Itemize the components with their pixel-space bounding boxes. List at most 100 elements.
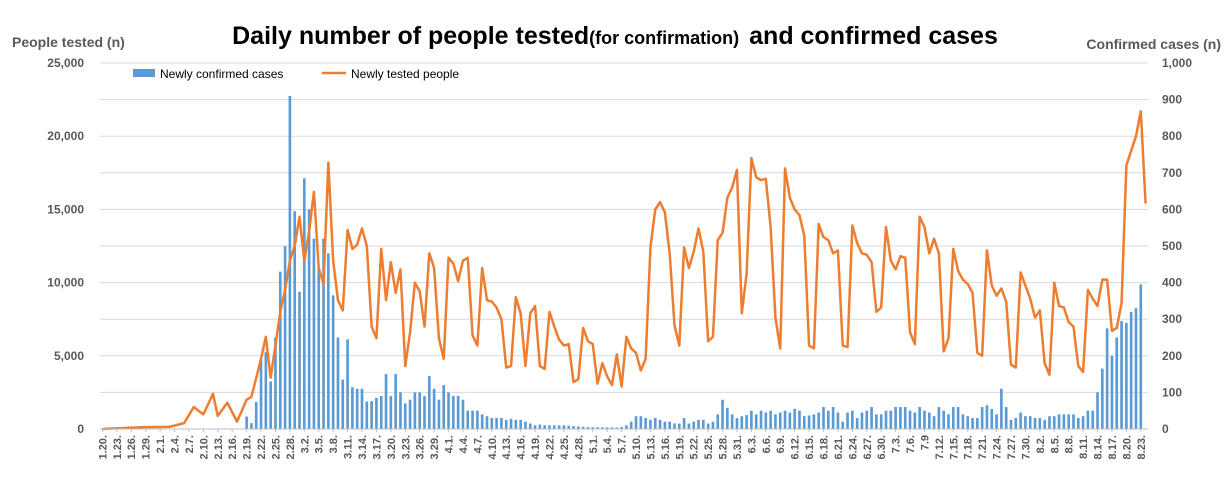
case-bar	[610, 427, 614, 429]
case-bar	[807, 415, 811, 429]
x-tick-label: 5.16.	[660, 435, 672, 459]
case-bar	[1072, 414, 1075, 429]
case-bar	[745, 415, 748, 429]
x-tick-label: 2.19.	[242, 435, 254, 459]
case-bar	[1057, 414, 1061, 429]
case-bar	[312, 238, 316, 429]
case-bar	[956, 407, 960, 429]
x-tick-label: 4.19.	[530, 435, 542, 459]
case-bar	[947, 414, 950, 429]
case-bar	[274, 337, 277, 429]
case-bar	[331, 295, 335, 429]
x-tick-label: 7.15.	[948, 435, 960, 459]
x-tick-label: 4.25.	[559, 435, 571, 459]
x-tick-label: 6.3.	[746, 435, 758, 453]
case-bar	[629, 421, 633, 429]
case-bar	[706, 423, 710, 429]
case-bar	[932, 416, 936, 429]
x-tick-label: 1.26.	[126, 435, 138, 459]
x-tick-label: 8.2.	[1035, 435, 1047, 453]
case-bar	[437, 399, 441, 429]
case-bar	[471, 410, 474, 429]
right-tick-label: 300	[1162, 312, 1182, 326]
x-tick-label: 5.31.	[732, 435, 744, 459]
case-bar	[452, 396, 455, 429]
case-bar	[370, 401, 373, 429]
case-bar	[495, 418, 498, 429]
left-tick-label: 20,000	[47, 129, 84, 143]
x-tick-label: 7.18.	[963, 435, 975, 459]
left-axis-label: People tested (n)	[12, 34, 125, 50]
case-bar	[399, 392, 402, 429]
x-tick-label: 6.6.	[761, 435, 773, 453]
case-bar	[855, 418, 859, 429]
case-bar	[307, 209, 311, 429]
case-bar	[966, 416, 970, 429]
legend-line-label: Newly tested people	[351, 67, 459, 81]
x-tick-label: 6.12.	[790, 435, 802, 459]
x-tick-label: 5.10.	[631, 435, 643, 459]
case-bar	[543, 425, 547, 429]
case-bar	[927, 412, 931, 429]
case-bar	[447, 392, 450, 429]
case-bar	[649, 419, 652, 429]
x-tick-label: 6.9.	[775, 435, 787, 453]
case-bar	[711, 421, 715, 429]
case-bar	[836, 412, 840, 429]
x-tick-label: 7.3.	[891, 435, 903, 453]
case-bar	[894, 407, 897, 429]
case-bar	[408, 399, 412, 429]
x-tick-label: 5.7.	[617, 435, 629, 453]
case-bar	[971, 418, 974, 429]
case-bar	[278, 271, 282, 429]
case-bar	[1033, 418, 1037, 429]
case-bar	[601, 427, 604, 429]
case-bar	[774, 414, 777, 429]
legend: Newly confirmed cases Newly tested peopl…	[133, 67, 459, 81]
case-bar	[557, 425, 561, 429]
x-tick-label: 8.23.	[1136, 435, 1148, 459]
case-bar	[793, 408, 796, 429]
case-bar	[798, 410, 801, 429]
case-bar	[562, 425, 566, 429]
case-bar	[355, 388, 359, 429]
x-tick-label: 4.7.	[472, 435, 484, 453]
x-tick-label: 5.25.	[703, 435, 715, 459]
case-bar	[615, 427, 619, 429]
x-tick-label: 6.24.	[847, 435, 859, 459]
case-bar	[1101, 368, 1104, 429]
case-bar	[317, 267, 321, 429]
case-bar	[1009, 419, 1013, 429]
case-bar	[283, 246, 287, 429]
case-bar	[264, 352, 268, 429]
x-tick-label: 2.25.	[270, 435, 282, 459]
case-bar	[701, 419, 705, 429]
case-bar	[504, 419, 508, 429]
chart-title: Daily number of people tested(for confir…	[232, 22, 998, 50]
case-bar	[831, 407, 835, 429]
right-tick-label: 600	[1162, 202, 1182, 216]
x-tick-label: 7.27.	[1006, 435, 1018, 459]
x-tick-label: 5.13.	[645, 435, 657, 459]
tests-line-path	[102, 110, 1147, 431]
case-bar	[918, 407, 921, 429]
case-bar	[514, 419, 518, 429]
left-tick-label: 0	[77, 422, 84, 436]
case-bar	[812, 414, 816, 429]
case-bar	[841, 421, 845, 429]
x-tick-label: 7.6.	[905, 435, 917, 453]
x-tick-label: 3.8.	[328, 435, 340, 453]
case-bar	[899, 407, 902, 429]
case-bar	[668, 421, 671, 429]
case-bar	[721, 399, 724, 429]
x-tick-label: 1.23.	[112, 435, 124, 459]
case-bar	[524, 421, 527, 429]
case-bar	[528, 423, 532, 429]
case-bar	[322, 238, 325, 429]
x-tick-label: 5.1.	[588, 435, 600, 453]
case-bar	[586, 427, 590, 429]
x-tick-label: 6.18.	[819, 435, 831, 459]
x-tick-label: 6.15.	[804, 435, 816, 459]
case-bar	[596, 427, 599, 429]
chart-title-tail: and confirmed cases	[749, 22, 998, 50]
